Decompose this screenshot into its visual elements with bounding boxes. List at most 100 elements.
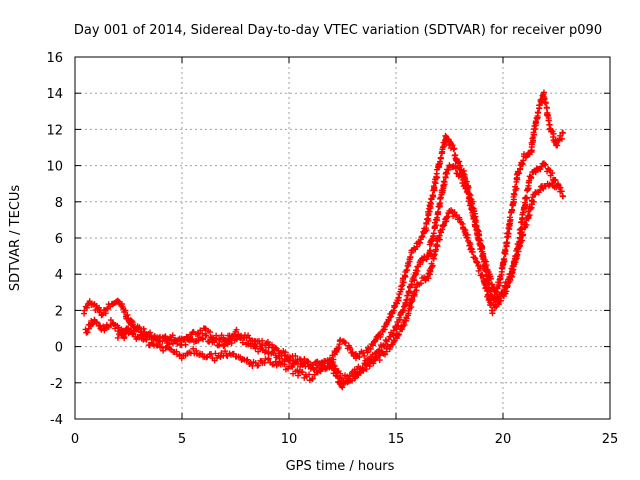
data-point [465, 190, 472, 197]
data-point [143, 336, 150, 343]
data-point [140, 325, 147, 332]
x-axis-label: GPS time / hours [286, 459, 395, 474]
data-point [395, 331, 402, 338]
data-point [452, 165, 459, 172]
data-point [558, 188, 565, 195]
data-point [269, 348, 276, 355]
data-point [282, 349, 289, 356]
data-point [114, 297, 121, 304]
data-point [489, 307, 496, 314]
data-point [217, 354, 224, 361]
data-point [334, 373, 341, 380]
data-point [436, 158, 443, 165]
data-point [428, 263, 435, 270]
data-point [549, 170, 556, 177]
data-point [366, 363, 373, 370]
data-point [382, 337, 389, 344]
data-point [456, 158, 463, 165]
data-point [249, 362, 256, 369]
data-point [479, 271, 486, 278]
data-point [233, 326, 240, 333]
data-point [137, 332, 144, 339]
data-point [102, 310, 109, 317]
data-point [537, 187, 544, 194]
data-point [552, 177, 559, 184]
data-point [212, 350, 219, 357]
data-point [425, 212, 432, 219]
data-point [377, 331, 384, 338]
data-point [430, 230, 437, 237]
data-point [555, 181, 562, 188]
data-point [147, 329, 154, 336]
data-point [460, 167, 467, 174]
data-point [367, 346, 374, 353]
data-point [203, 332, 210, 339]
data-point [407, 254, 414, 261]
data-point [222, 348, 229, 355]
data-point [557, 132, 564, 139]
data-point [542, 100, 549, 107]
y-tick-label: 16 [46, 51, 63, 66]
data-point [523, 194, 530, 201]
data-point [169, 332, 176, 339]
data-point [559, 193, 566, 200]
data-point [369, 342, 376, 349]
data-point [287, 357, 294, 364]
data-point [520, 157, 527, 164]
y-tick-label: 2 [55, 304, 63, 319]
data-point [525, 185, 532, 192]
data-point [278, 352, 285, 359]
data-point [436, 232, 443, 239]
data-point [438, 229, 445, 236]
data-point [434, 243, 441, 250]
data-point [118, 331, 125, 338]
data-point [553, 184, 560, 191]
data-point [425, 275, 432, 282]
data-point [502, 247, 509, 254]
data-point [450, 146, 457, 153]
data-point [519, 237, 526, 244]
data-point [435, 208, 442, 215]
data-point [522, 201, 529, 208]
data-point [509, 202, 516, 209]
data-point [526, 212, 533, 219]
data-point [474, 259, 481, 266]
x-tick-label: 15 [388, 432, 405, 447]
data-point [253, 343, 260, 350]
data-point [512, 256, 519, 263]
data-point [199, 350, 206, 357]
data-point [478, 246, 485, 253]
data-point [98, 326, 105, 333]
data-point [130, 330, 137, 337]
data-point [203, 354, 210, 361]
data-point [558, 135, 565, 142]
data-point [441, 222, 448, 229]
data-point [506, 214, 513, 221]
data-point [469, 209, 476, 216]
data-point [408, 282, 415, 289]
data-point [520, 231, 527, 238]
data-point [200, 336, 207, 343]
data-point [136, 324, 143, 331]
y-tick-label: 14 [46, 87, 63, 102]
data-point [425, 217, 432, 224]
data-point [409, 298, 416, 305]
x-tick-label: 5 [178, 432, 186, 447]
data-point [220, 342, 227, 349]
data-point [535, 109, 542, 116]
data-point [559, 130, 566, 137]
data-point [364, 344, 371, 351]
data-point [480, 250, 487, 257]
data-point [195, 337, 202, 344]
data-point [212, 336, 219, 343]
y-tick-label: -4 [50, 413, 63, 428]
data-point [400, 307, 407, 314]
data-point [384, 342, 391, 349]
data-point [127, 317, 134, 324]
data-point [493, 303, 500, 310]
data-point [469, 249, 476, 256]
data-point [121, 331, 128, 338]
data-point [398, 283, 405, 290]
data-point [538, 163, 545, 170]
data-point [555, 137, 562, 144]
